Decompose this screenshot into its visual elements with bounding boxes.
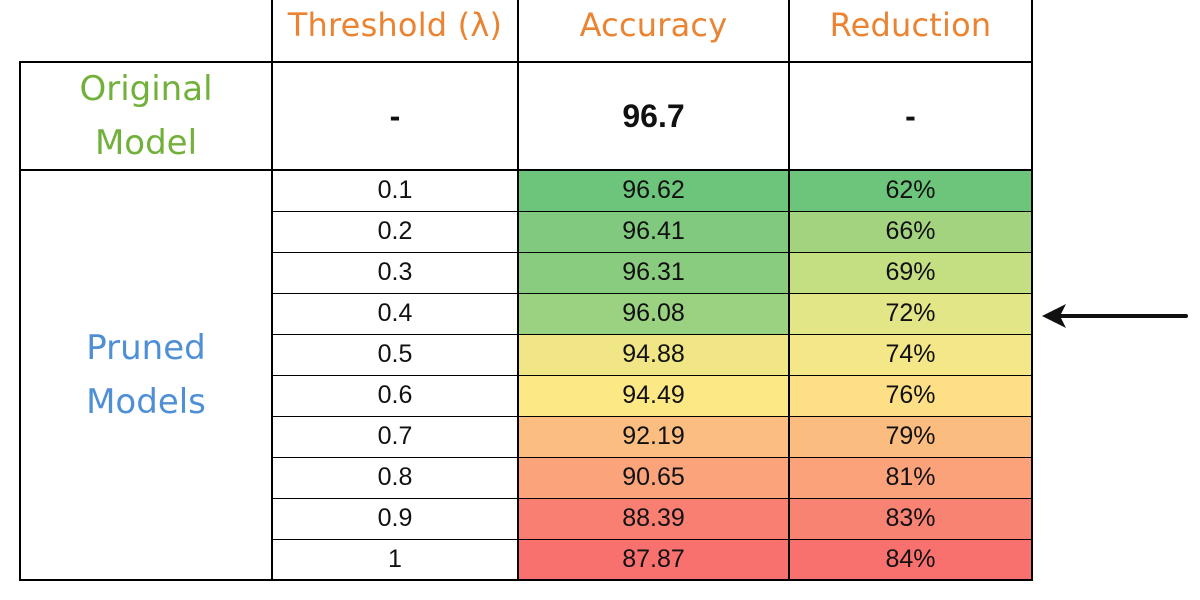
accuracy-cell: 96.62: [518, 170, 789, 211]
reduction-cell: 81%: [789, 457, 1032, 498]
reduction-cell: 79%: [789, 416, 1032, 457]
pruned-models-label: Pruned Models: [20, 170, 272, 580]
threshold-cell: 0.7: [377, 422, 413, 450]
grid-line: [272, 334, 1032, 335]
reduction-cell: 69%: [789, 252, 1032, 293]
grid-line: [19, 169, 1033, 171]
grid-line: [271, 0, 273, 581]
grid-line: [272, 416, 1032, 417]
accuracy-cell: 87.87: [518, 539, 789, 580]
grid-line: [272, 498, 1032, 499]
threshold-cell: 0.2: [377, 217, 413, 245]
original-label-line2: Model: [94, 123, 198, 163]
grid-line: [272, 539, 1032, 540]
grid-line: [19, 579, 1033, 581]
grid-line: [272, 293, 1032, 294]
reduction-cell: 66%: [789, 211, 1032, 252]
accuracy-header: Accuracy: [579, 6, 728, 44]
threshold-cell: 1: [388, 545, 402, 573]
grid-line: [788, 0, 790, 581]
reduction-cell: 83%: [789, 498, 1032, 539]
accuracy-cell: 96.08: [518, 293, 789, 334]
accuracy-cell: 96.41: [518, 211, 789, 252]
threshold-cell: 0.8: [377, 463, 413, 491]
original-reduction: -: [905, 97, 916, 134]
grid-line: [272, 252, 1032, 253]
reduction-cell: 72%: [789, 293, 1032, 334]
grid-line: [272, 457, 1032, 458]
original-label-line1: Original: [79, 69, 213, 109]
pruned-label-line1: Pruned: [86, 328, 206, 368]
grid-line: [272, 211, 1032, 212]
threshold-cell: 0.1: [377, 176, 413, 204]
threshold-cell: 0.9: [377, 504, 413, 532]
reduction-cell: 84%: [789, 539, 1032, 580]
arrow-left-icon: [1042, 304, 1188, 328]
threshold-cell: 0.6: [377, 381, 413, 409]
grid-line: [1031, 0, 1033, 581]
original-threshold: -: [389, 97, 401, 134]
threshold-cell: 0.5: [377, 340, 413, 368]
pruned-label-line2: Models: [86, 382, 206, 422]
threshold-cell: 0.4: [377, 299, 413, 327]
threshold-cell: 0.3: [377, 258, 413, 286]
grid-line: [272, 375, 1032, 376]
reduction-cell: 62%: [789, 170, 1032, 211]
reduction-cell: 74%: [789, 334, 1032, 375]
accuracy-cell: 92.19: [518, 416, 789, 457]
reduction-header: Reduction: [829, 6, 992, 44]
accuracy-cell: 94.49: [518, 375, 789, 416]
grid-line: [19, 61, 1033, 63]
original-accuracy: 96.7: [622, 97, 685, 134]
grid-line: [19, 62, 21, 581]
grid-line: [517, 0, 519, 581]
accuracy-cell: 94.88: [518, 334, 789, 375]
accuracy-cell: 90.65: [518, 457, 789, 498]
accuracy-cell: 96.31: [518, 252, 789, 293]
reduction-cell: 76%: [789, 375, 1032, 416]
threshold-header: Threshold (λ): [287, 6, 503, 44]
original-model-label: Original Model: [20, 62, 272, 170]
accuracy-cell: 88.39: [518, 498, 789, 539]
